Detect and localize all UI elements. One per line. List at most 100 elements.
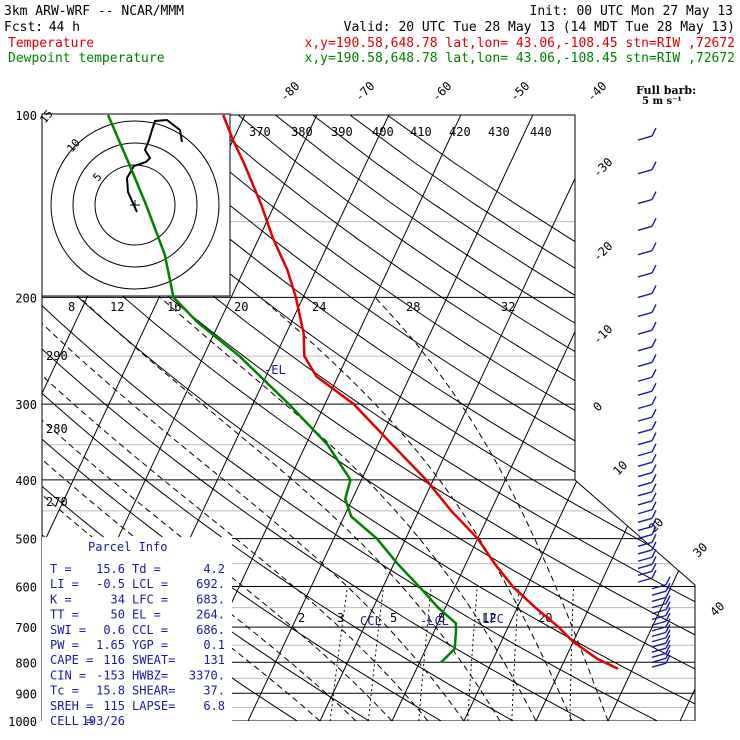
- wind-barb: [651, 563, 657, 572]
- pressure-tick-label: 900: [15, 687, 37, 701]
- wind-barb: [651, 631, 667, 638]
- parcel-field: CIN =: [50, 668, 86, 682]
- temp-top-label: -80: [277, 79, 302, 104]
- dry-adiabat: [88, 115, 695, 721]
- wind-barb: [637, 481, 653, 488]
- isotherm: [607, 115, 695, 721]
- parcel-info-panel: Parcel Info T = 15.6 Td = 4.2 LI = -0.5 LCL = 6…: [42, 537, 232, 728]
- isotherm: [463, 115, 695, 721]
- wind-barb: [651, 464, 657, 473]
- wind-barb: [637, 533, 653, 540]
- parcel-field: K =: [50, 592, 72, 606]
- legend-dewpoint: Dewpoint temperature: [8, 51, 165, 66]
- wind-barb: [665, 576, 671, 586]
- parcel-field: 15.8: [96, 684, 125, 698]
- mixing-ratio-line: [329, 586, 348, 721]
- wind-barb: [637, 577, 653, 583]
- wind-barb: [651, 596, 667, 603]
- temp-top-label: -60: [429, 79, 454, 104]
- parcel-field: 3370.: [189, 668, 225, 682]
- wind-barb: [665, 644, 671, 654]
- dry-adiabat: [200, 115, 695, 721]
- theta-label: 430: [488, 125, 510, 139]
- mixing-ratio-label: 2: [298, 611, 305, 625]
- parcel-field: TT =: [50, 608, 79, 622]
- parcel-field: 0.1: [203, 638, 225, 652]
- wind-barb: [665, 582, 671, 592]
- wind-barb: [637, 525, 653, 532]
- temp-top-label: -40: [584, 79, 609, 104]
- wind-barb: [651, 657, 667, 663]
- wind-barb: [651, 127, 657, 137]
- wind-barb: [637, 329, 653, 335]
- theta-label: 370: [249, 125, 271, 139]
- wind-barb: [651, 501, 657, 511]
- wind-barb: [637, 272, 653, 278]
- wind-barb: [651, 354, 657, 363]
- dry-adiabat: [42, 115, 586, 721]
- parcel-field: 264.: [196, 608, 225, 622]
- init-time: Init: 00 UTC Mon 27 May 13: [530, 4, 734, 19]
- temp-right-label: -20: [590, 239, 615, 264]
- wind-barb: [665, 639, 671, 649]
- wind-barb: [637, 549, 653, 555]
- wind-barb: [637, 471, 653, 478]
- wind-barb: [637, 541, 653, 548]
- parcel-field: 50: [111, 608, 125, 622]
- wind-barb: [651, 191, 657, 200]
- wind-barb: [637, 169, 653, 175]
- wind-barb: [651, 526, 657, 535]
- pressure-tick-label: 800: [15, 656, 37, 670]
- wind-speed-label: 12: [110, 300, 124, 314]
- legend-temperature: Temperature: [8, 36, 94, 51]
- parcel-field: 0.6: [103, 623, 125, 637]
- wind-barb: [651, 304, 657, 313]
- theta-label: 390: [331, 125, 353, 139]
- wind-barb: [651, 652, 667, 658]
- dry-adiabat: [42, 115, 514, 721]
- temp-top-label: -70: [352, 79, 377, 104]
- wind-barb: [637, 225, 653, 232]
- wind-barb: [651, 396, 657, 405]
- wind-barb: [637, 451, 653, 457]
- wind-barb: [651, 509, 657, 519]
- parcel-field: PW =: [50, 638, 79, 652]
- wind-barb: [651, 264, 657, 274]
- wind-barb: [637, 440, 653, 446]
- wind-speed-label: 8: [68, 300, 75, 314]
- temp-right-label: 20: [646, 515, 666, 535]
- dry-adiabat: [42, 115, 695, 721]
- wind-barb: [637, 556, 653, 562]
- wind-barb: [651, 432, 657, 442]
- valid-time: Valid: 20 UTC Tue 28 May 13 (14 MDT Tue …: [344, 20, 735, 35]
- parcel-field: 37.: [203, 684, 225, 698]
- wind-barb: [651, 483, 657, 493]
- wind-barb: [651, 662, 667, 668]
- pressure-tick-label: 200: [15, 291, 37, 305]
- parcel-field: LAPSE=: [132, 699, 175, 713]
- dry-adiabat: [163, 115, 695, 721]
- wind-barb: [665, 612, 671, 622]
- hodograph-trace: [125, 118, 183, 213]
- pressure-tick-label: 100: [15, 109, 37, 123]
- parcel-field: 692.: [196, 577, 225, 591]
- location-temperature: x,y=190.58,648.78 lat,lon= 43.06,-108.45…: [305, 36, 735, 51]
- parcel-field: 116: [103, 653, 125, 667]
- parcel-field: 1.65: [96, 638, 125, 652]
- wind-barb: [637, 570, 653, 577]
- location-dewpoint: x,y=190.58,648.78 lat,lon= 43.06,-108.45…: [305, 51, 735, 66]
- ccl-marker: CCL: [360, 614, 382, 628]
- wind-barb: [637, 500, 653, 506]
- wind-barb: [637, 563, 653, 570]
- wind-barb: [665, 649, 671, 659]
- parcel-field: 683.: [196, 592, 225, 606]
- wind-barb: [651, 602, 667, 609]
- parcel-field: 15.6: [96, 562, 125, 576]
- wind-barb: [637, 416, 653, 422]
- wind-barb: [651, 626, 667, 632]
- dewpoint-trace: [106, 114, 458, 664]
- lcl-marker: -LCL: [420, 614, 449, 628]
- wind-barb: [665, 607, 671, 616]
- parcel-field: 6.8: [203, 699, 225, 713]
